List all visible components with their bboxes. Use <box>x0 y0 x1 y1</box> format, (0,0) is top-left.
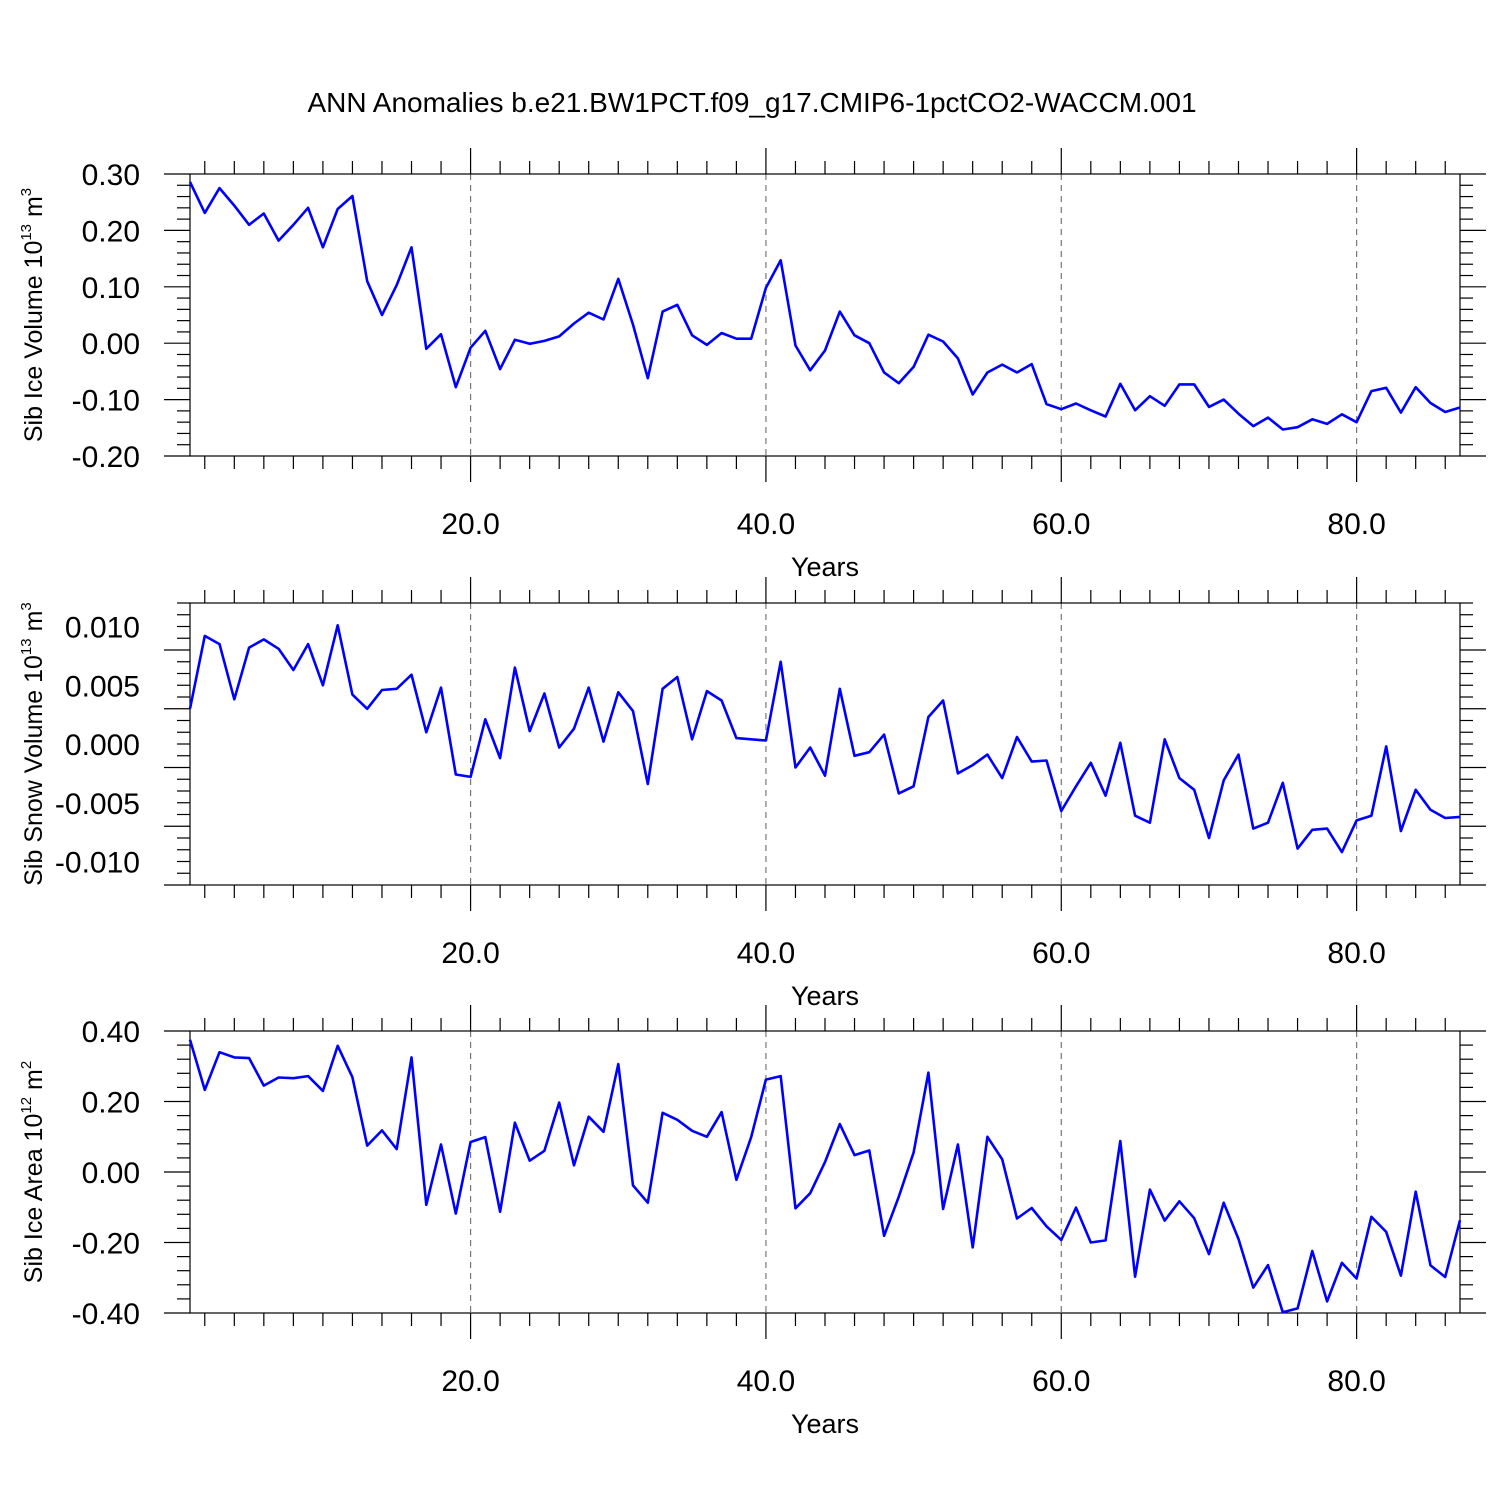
series-line <box>188 181 1461 431</box>
y-tick-label: 0.010 <box>65 612 140 645</box>
y-tick-label: 0.10 <box>82 272 140 305</box>
y-tick-label: -0.20 <box>72 1228 140 1261</box>
x-tick-label: 60.0 <box>1032 937 1090 970</box>
x-tick-label: 20.0 <box>441 937 499 970</box>
y-tick-label: -0.20 <box>72 441 140 474</box>
chart-panel-3: 0.40 0.20 0.00 -0.20 -0.40 20.0 40.0 60.0 80.0 Ye… <box>18 1005 1486 1439</box>
x-tick-label: 20.0 <box>441 1365 499 1398</box>
plot-frame <box>189 602 1461 886</box>
chart-panels: 0.30 0.20 0.10 0.00 -0.10 -0.20 20.0 40.0 60.0 80… <box>18 148 1486 1439</box>
y-axis-label: Sib Ice Volume 1013 m3 <box>18 188 48 442</box>
y-axis-label: Sib Snow Volume 1013 m3 <box>18 602 48 886</box>
y-tick-label: -0.10 <box>72 385 140 418</box>
plot-frame <box>189 173 1461 457</box>
x-tick-label: 40.0 <box>737 508 795 541</box>
x-tick-label: 20.0 <box>441 508 499 541</box>
y-tick-label: 0.000 <box>65 729 140 762</box>
x-tick-label: 80.0 <box>1327 508 1385 541</box>
chart-panel-1: 0.30 0.20 0.10 0.00 -0.10 -0.20 20.0 40.0 60.0 80… <box>18 148 1486 582</box>
y-tick-label: 0.20 <box>82 1087 140 1120</box>
x-axis-label: Years <box>791 981 859 1011</box>
chart-title: ANN Anomalies b.e21.BW1PCT.f09_g17.CMIP6… <box>307 87 1196 118</box>
x-tick-label: 60.0 <box>1032 1365 1090 1398</box>
y-tick-label: 0.30 <box>82 159 140 192</box>
x-tick-label: 80.0 <box>1327 937 1385 970</box>
x-tick-label: 40.0 <box>737 937 795 970</box>
y-tick-label: 0.00 <box>82 328 140 361</box>
y-tick-label: 0.005 <box>65 670 140 703</box>
x-tick-label: 80.0 <box>1327 1365 1385 1398</box>
x-axis-label: Years <box>791 1409 859 1439</box>
y-tick-label: 0.40 <box>82 1016 140 1049</box>
y-tick-label: -0.005 <box>55 788 140 821</box>
y-tick-label: 0.00 <box>82 1157 140 1190</box>
y-tick-label: -0.40 <box>72 1298 140 1331</box>
y-tick-label: 0.20 <box>82 215 140 248</box>
x-tick-label: 40.0 <box>737 1365 795 1398</box>
x-tick-label: 60.0 <box>1032 508 1090 541</box>
x-axis-label: Years <box>791 552 859 582</box>
y-tick-label: -0.010 <box>55 847 140 880</box>
chart-panel-2: 0.010 0.005 0.000 -0.005 -0.010 20.0 40.0 60.0 8… <box>18 577 1486 1011</box>
series-line <box>188 1039 1462 1314</box>
series-line <box>188 623 1461 854</box>
y-axis-label: Sib Ice Area 1012 m2 <box>18 1061 48 1283</box>
